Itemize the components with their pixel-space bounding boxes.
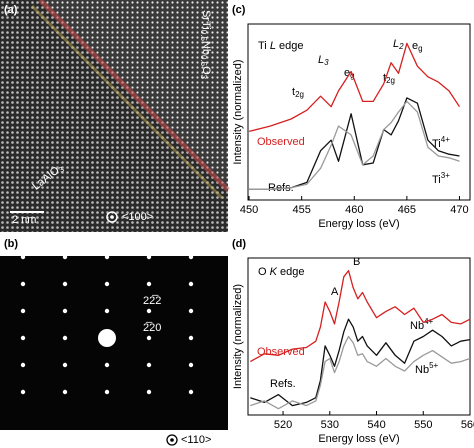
- x-tick-label: 520: [274, 419, 292, 431]
- x-tick-label: 460: [345, 204, 363, 216]
- panel-label: (a): [4, 4, 18, 16]
- x-tick-label: 470: [450, 204, 468, 216]
- refs-label: Refs.: [270, 378, 296, 390]
- ref-label: Ti4+: [432, 135, 450, 150]
- spot: [188, 335, 194, 341]
- edge-label: O K edge: [258, 266, 305, 278]
- ref-label: Nb5+: [415, 361, 439, 376]
- spots: [20, 254, 236, 395]
- spot: [188, 362, 194, 368]
- ref-label: Ti3+: [432, 171, 450, 186]
- spot: [62, 362, 68, 368]
- spectrum-line: [248, 42, 461, 133]
- zone-axis: <110>: [181, 434, 211, 446]
- spot: [230, 281, 236, 287]
- spot: [188, 281, 194, 287]
- x-tick-label: 450: [240, 204, 258, 216]
- spot: [230, 389, 236, 395]
- ref-label: Nb4+: [410, 317, 434, 332]
- spot: [230, 335, 236, 341]
- spot: [104, 362, 110, 368]
- spot: [62, 308, 68, 314]
- spot: [146, 281, 152, 287]
- spot: [104, 281, 110, 287]
- y-axis-label: Intensity (normalized): [232, 59, 244, 164]
- spot: [20, 389, 26, 395]
- y-axis-label: Intensity (normalized): [232, 284, 244, 389]
- spot: [104, 389, 110, 395]
- spot: [146, 308, 152, 314]
- observed-label: Observed: [257, 136, 305, 148]
- spectrum-line: [249, 97, 460, 191]
- spot: [20, 335, 26, 341]
- x-tick-label: 550: [414, 419, 432, 431]
- spot: [62, 254, 68, 260]
- spot: [188, 308, 194, 314]
- peak-label: eg: [412, 40, 423, 53]
- x-tick-label: 530: [321, 419, 339, 431]
- panel-label: (b): [4, 238, 18, 250]
- scale-label: 2 nm: [12, 214, 36, 226]
- x-tick-label: 560: [461, 419, 474, 431]
- spot-label: 22̅2: [143, 295, 161, 307]
- spot: [62, 281, 68, 287]
- spectrum-line: [250, 335, 471, 410]
- edge-label: Ti L edge: [258, 40, 303, 52]
- x-axis-label: Energy loss (eV): [318, 218, 399, 230]
- peak-label: L3: [318, 54, 329, 67]
- x-tick-label: 465: [398, 204, 416, 216]
- spot: [146, 362, 152, 368]
- spot: [62, 335, 68, 341]
- zone-icon: [170, 438, 174, 442]
- spot: [230, 362, 236, 368]
- spot: [188, 254, 194, 260]
- spot: [20, 254, 26, 260]
- zone-icon: [106, 211, 118, 223]
- peak-label: L2: [393, 38, 404, 51]
- spectrum-line: [250, 318, 471, 407]
- spot: [230, 254, 236, 260]
- spot: [104, 254, 110, 260]
- peak-label: t2g: [383, 72, 395, 85]
- peak-label: A: [331, 286, 339, 298]
- interface: [30, 4, 224, 200]
- x-tick-label: 455: [292, 204, 310, 216]
- spot: [188, 389, 194, 395]
- spot: [62, 389, 68, 395]
- spot: [146, 335, 152, 341]
- plot-frame: [247, 257, 471, 416]
- x-axis-label: Energy loss (eV): [318, 433, 399, 445]
- central-beam: [98, 329, 116, 347]
- spot: [20, 281, 26, 287]
- interface: [38, 0, 230, 192]
- spot: [230, 308, 236, 314]
- peak-label: t2g: [292, 86, 304, 99]
- spectrum-line: [249, 100, 460, 191]
- panel-b: (b) 22̅2 2̅20 <110>: [0, 238, 236, 446]
- panel-label: (c): [232, 4, 246, 16]
- observed-label: Observed: [257, 346, 305, 358]
- film-label: SrTi0.5Nb0.5O3: [199, 10, 212, 80]
- zone-axis: <100>: [122, 211, 153, 223]
- chart-c-notes: Ti L edge t2g L3 eg t2g L2 eg Observed R…: [257, 38, 450, 194]
- plot-frame: [247, 23, 471, 201]
- spot: [104, 308, 110, 314]
- spot-label: 2̅20: [143, 322, 161, 334]
- panel-label: (d): [232, 238, 246, 250]
- zone-icon: [110, 215, 114, 219]
- x-tick-label: 540: [367, 419, 385, 431]
- spot: [146, 254, 152, 260]
- peak-label: B: [353, 256, 360, 268]
- zone-icon: [166, 434, 178, 446]
- spot: [20, 362, 26, 368]
- panel-a: (a) SrTi0.5Nb0.5O3 LaAlO3 2 nm <100>: [0, 0, 230, 232]
- spot: [146, 389, 152, 395]
- spot: [20, 308, 26, 314]
- spectrum-line: [249, 269, 471, 363]
